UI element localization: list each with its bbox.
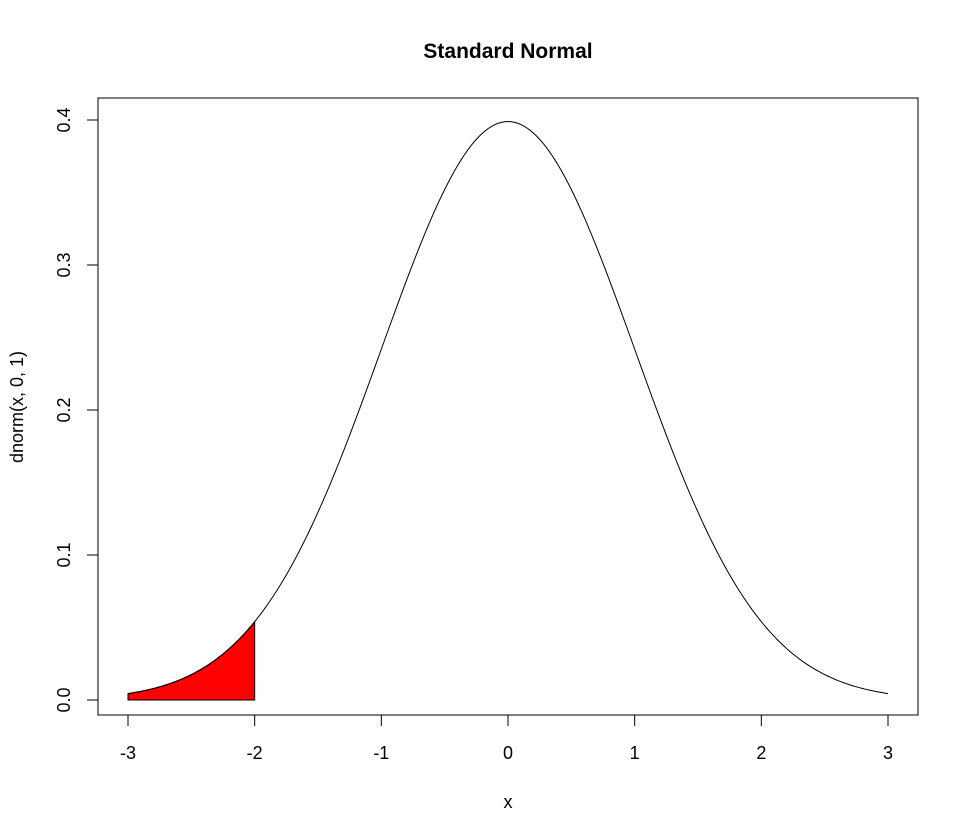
x-tick-label: -2 — [247, 743, 263, 763]
x-tick-label: -3 — [120, 743, 136, 763]
shaded-region — [127, 620, 256, 701]
x-tick-label: 1 — [630, 743, 640, 763]
x-tick-label: 2 — [756, 743, 766, 763]
x-axis-label: x — [504, 792, 513, 812]
y-tick-label: 0.1 — [54, 542, 74, 567]
y-axis-label: dnorm(x, 0, 1) — [7, 351, 27, 463]
chart-title: Standard Normal — [423, 40, 592, 63]
y-tick-label: 0.3 — [54, 252, 74, 277]
x-tick-label: 3 — [883, 743, 893, 763]
density-curve — [127, 121, 889, 695]
plot-area-frame — [97, 97, 919, 716]
y-tick-label: 0.4 — [54, 107, 74, 132]
x-tick-label: -1 — [373, 743, 389, 763]
y-tick-label: 0.2 — [54, 397, 74, 422]
y-axis: 0.0 0.1 0.2 0.3 0.4 — [54, 107, 99, 713]
x-tick-label: 0 — [503, 743, 513, 763]
x-axis: -3 -2 -1 0 1 2 3 — [120, 714, 893, 763]
curve-layer — [127, 121, 889, 695]
y-tick-label: 0.0 — [54, 687, 74, 712]
shaded-region-layer — [127, 620, 256, 701]
